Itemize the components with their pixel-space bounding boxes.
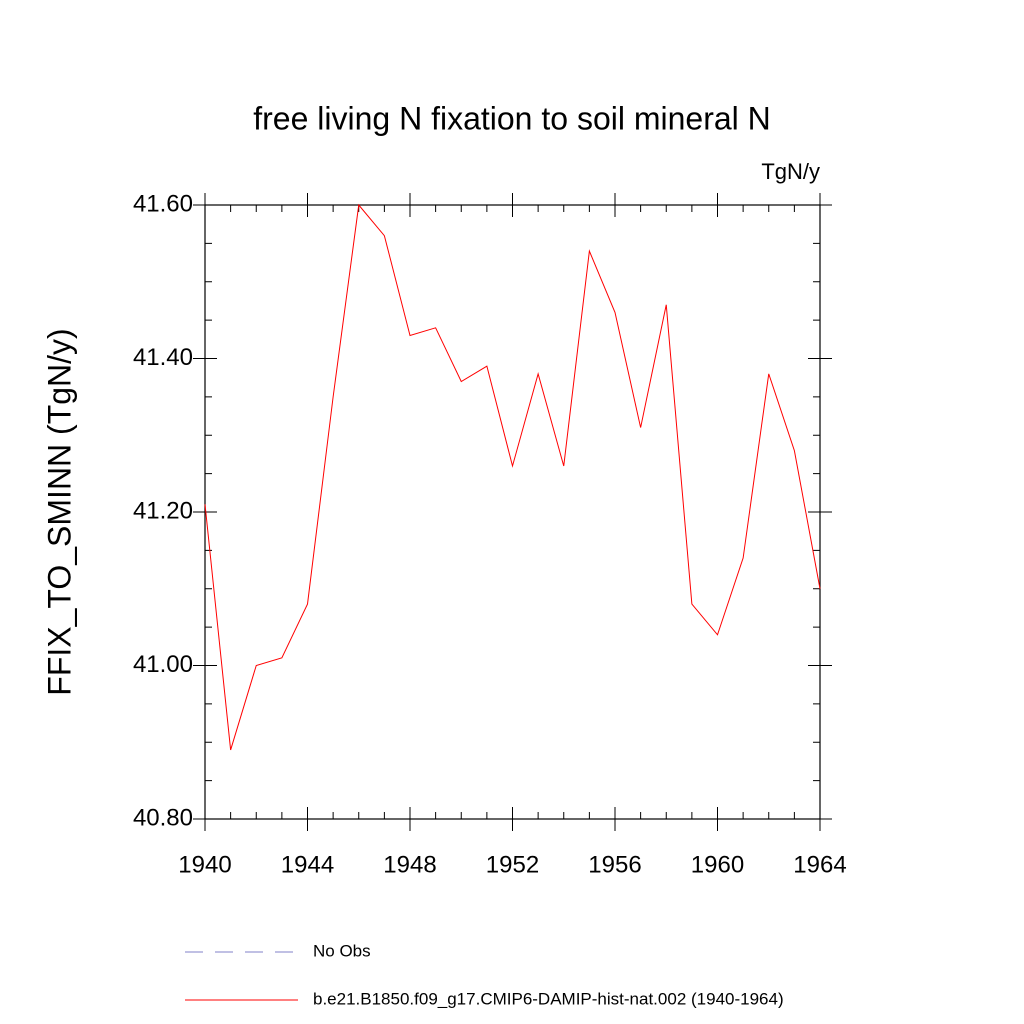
x-tick-label: 1960	[691, 851, 744, 878]
x-tick-label: 1952	[486, 851, 539, 878]
y-tick-label: 41.60	[133, 190, 193, 217]
series-line	[204, 203, 821, 751]
y-tick-label: 41.20	[133, 497, 193, 524]
y-axis-label: FFIX_TO_SMINN (TgN/y)	[41, 328, 77, 695]
plot-frame	[204, 204, 821, 820]
y-tick-label: 41.40	[133, 344, 193, 371]
units-label: TgN/y	[761, 159, 820, 184]
y-tick-label: 41.00	[133, 651, 193, 678]
x-tick-label: 1956	[588, 851, 641, 878]
x-tick-label: 1948	[383, 851, 436, 878]
x-tick-label: 1964	[793, 851, 846, 878]
legend-label: b.e21.B1850.f09_g17.CMIP6-DAMIP-hist-nat…	[313, 989, 784, 1008]
x-tick-label: 1944	[281, 851, 334, 878]
y-tick-label: 40.80	[133, 804, 193, 831]
legend-label: No Obs	[313, 941, 371, 960]
chart-title: free living N fixation to soil mineral N	[253, 100, 771, 136]
x-tick-label: 1940	[178, 851, 231, 878]
